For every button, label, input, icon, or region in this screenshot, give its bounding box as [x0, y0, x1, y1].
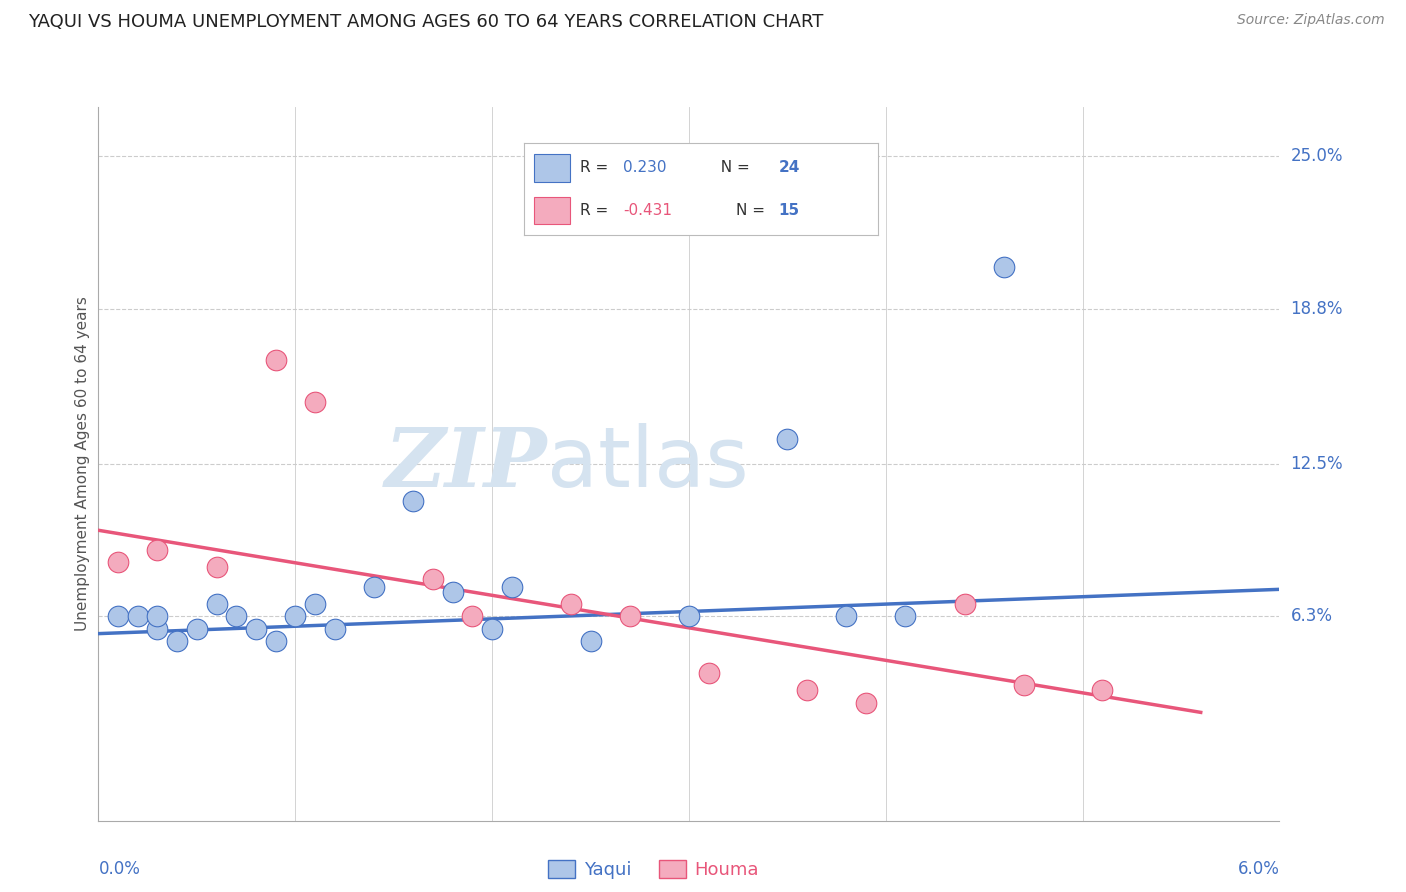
Point	[953, 597, 976, 611]
Point	[107, 555, 129, 569]
Point	[205, 560, 228, 574]
Point	[284, 609, 307, 624]
Point	[205, 597, 228, 611]
Text: 0.0%: 0.0%	[98, 860, 141, 878]
Point	[678, 609, 700, 624]
Point	[304, 597, 326, 611]
Point	[461, 609, 484, 624]
Point	[579, 634, 602, 648]
Point	[481, 622, 503, 636]
Point	[304, 395, 326, 409]
Text: ZIP: ZIP	[385, 424, 547, 504]
Point	[225, 609, 247, 624]
Point	[245, 622, 267, 636]
Text: 18.8%: 18.8%	[1291, 300, 1343, 318]
Point	[855, 696, 877, 710]
Point	[264, 634, 287, 648]
Text: YAQUI VS HOUMA UNEMPLOYMENT AMONG AGES 60 TO 64 YEARS CORRELATION CHART: YAQUI VS HOUMA UNEMPLOYMENT AMONG AGES 6…	[28, 13, 824, 31]
Point	[776, 432, 799, 446]
Point	[166, 634, 188, 648]
Text: Source: ZipAtlas.com: Source: ZipAtlas.com	[1237, 13, 1385, 28]
Point	[619, 609, 641, 624]
Y-axis label: Unemployment Among Ages 60 to 64 years: Unemployment Among Ages 60 to 64 years	[75, 296, 90, 632]
Point	[186, 622, 208, 636]
Point	[560, 597, 582, 611]
Point	[422, 573, 444, 587]
Point	[441, 584, 464, 599]
Point	[264, 353, 287, 368]
Text: 6.3%: 6.3%	[1291, 607, 1333, 625]
Point	[107, 609, 129, 624]
Text: atlas: atlas	[547, 424, 749, 504]
Point	[697, 665, 720, 680]
Legend: Yaqui, Houma: Yaqui, Houma	[541, 853, 766, 887]
Point	[363, 580, 385, 594]
Point	[796, 683, 818, 698]
Point	[146, 609, 169, 624]
Point	[146, 543, 169, 558]
Point	[501, 580, 523, 594]
Point	[993, 260, 1015, 274]
Point	[402, 493, 425, 508]
Point	[323, 622, 346, 636]
Text: 12.5%: 12.5%	[1291, 455, 1343, 473]
Point	[835, 609, 858, 624]
Point	[1012, 678, 1035, 692]
Text: 25.0%: 25.0%	[1291, 147, 1343, 165]
Point	[1091, 683, 1114, 698]
Point	[894, 609, 917, 624]
Point	[127, 609, 149, 624]
Text: 6.0%: 6.0%	[1237, 860, 1279, 878]
Point	[146, 622, 169, 636]
